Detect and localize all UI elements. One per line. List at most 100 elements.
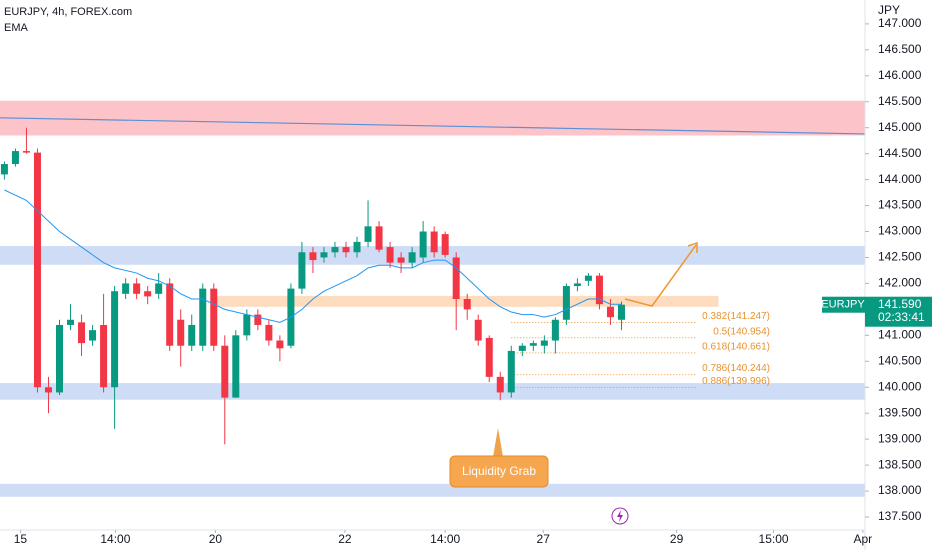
candle-body [485, 337, 493, 377]
candle-body [188, 324, 196, 346]
price-tag [865, 296, 932, 327]
y-tick-label: 143.000 [878, 224, 922, 238]
candle-body [540, 340, 548, 346]
fib-label: 0.886(139.996) [702, 376, 770, 387]
candle-body [562, 286, 570, 320]
y-tick-label: 144.500 [878, 146, 922, 160]
candle-body [584, 275, 592, 281]
countdown-text: 02:33:41 [878, 310, 925, 324]
candle-body [199, 288, 207, 346]
candle-body [397, 257, 405, 263]
candle-body [617, 304, 625, 320]
candle-body [144, 291, 152, 297]
fib-label: 0.618(140.661) [702, 342, 770, 353]
x-tick-label: 15 [14, 532, 28, 546]
x-tick-label: Apr [853, 532, 872, 546]
callout-tail [493, 428, 503, 457]
y-tick-label: 143.500 [878, 198, 922, 212]
y-tick-label: 142.500 [878, 250, 922, 264]
y-tick-label: 145.500 [878, 94, 922, 108]
callout-text: Liquidity Grab [462, 464, 536, 478]
x-tick-label: 14:00 [430, 532, 460, 546]
price-tag-text: 141.590 [878, 297, 922, 311]
candle-body [122, 283, 130, 294]
candle-body [11, 151, 19, 165]
x-tick-label: 27 [537, 532, 551, 546]
candle-body [111, 291, 119, 388]
y-tick-label: 138.500 [878, 457, 922, 471]
candle-body [210, 288, 218, 346]
trendline [0, 117, 865, 135]
candle-body [177, 319, 185, 346]
candle-body [606, 306, 614, 318]
x-tick-label: 15:00 [759, 532, 789, 546]
candle-body [353, 241, 361, 253]
candle-body [595, 275, 603, 305]
x-tick-label: 14:00 [100, 532, 130, 546]
candle-body [44, 387, 52, 393]
ema-line [4, 189, 622, 323]
candle-body [0, 164, 8, 175]
symbol-tag [822, 296, 865, 313]
candle-body [309, 252, 317, 261]
candle-body [452, 257, 460, 300]
candle-body [56, 324, 64, 393]
x-tick-label: 20 [209, 532, 223, 546]
y-tick-label: 146.000 [878, 68, 922, 82]
candle-body [232, 335, 240, 398]
candle-body [496, 376, 504, 393]
candle-body [89, 330, 97, 341]
x-tick-label: 22 [338, 532, 352, 546]
y-tick-label: 140.000 [878, 379, 922, 393]
candle-body [529, 343, 537, 346]
y-tick-label: 147.000 [878, 16, 922, 30]
indicator-name: EMA [4, 22, 29, 34]
candle-body [518, 345, 526, 351]
candle-body [243, 314, 251, 336]
candle-body [166, 283, 174, 346]
y-tick-label: 138.000 [878, 483, 922, 497]
candle-body [133, 283, 141, 294]
chart-title: EURJPY, 4h, FOREX.com [4, 6, 132, 18]
candle-body [430, 231, 438, 253]
candle-body [265, 324, 273, 341]
y-tick-label: 139.000 [878, 431, 922, 445]
candle-body [507, 350, 515, 393]
event-icon-bolt [617, 510, 623, 522]
y-tick-label: 144.000 [878, 172, 922, 186]
fib-label: 0.786(140.244) [702, 363, 770, 374]
projection-arrow [624, 244, 697, 307]
x-tick-label: 29 [670, 532, 684, 546]
candle-body [573, 283, 581, 287]
candle-body [276, 340, 284, 349]
zone [0, 246, 865, 265]
candle-body [386, 247, 394, 263]
candle-body [221, 345, 229, 398]
candle-body [254, 314, 262, 325]
candle-body [551, 319, 559, 341]
zone [0, 100, 865, 136]
candle-body [331, 247, 339, 253]
fib-label: 0.382(141.247) [702, 311, 770, 322]
y-tick-label: 141.000 [878, 328, 922, 342]
candle-body [298, 252, 306, 289]
plot-area: 0.382(141.247) 0.5(140.954) 0.618(140.661)… [0, 100, 865, 497]
candle-body [463, 299, 471, 310]
candle-body [375, 226, 383, 250]
zone [0, 483, 865, 497]
y-tick-label: 142.000 [878, 276, 922, 290]
candle-body [155, 283, 163, 294]
candle-body [419, 231, 427, 258]
y-tick-label: 145.000 [878, 120, 922, 134]
y-axis-label: JPY [878, 3, 900, 17]
candle-body [441, 234, 449, 255]
arrow-head [687, 241, 698, 253]
symbol-tag-text: EURJPY [821, 299, 865, 311]
y-tick-label: 137.500 [878, 509, 922, 523]
zone [0, 383, 865, 400]
candle-body [364, 226, 372, 242]
candle-body [22, 151, 30, 153]
y-tick-label: 140.500 [878, 353, 922, 367]
candle-body [33, 152, 41, 388]
